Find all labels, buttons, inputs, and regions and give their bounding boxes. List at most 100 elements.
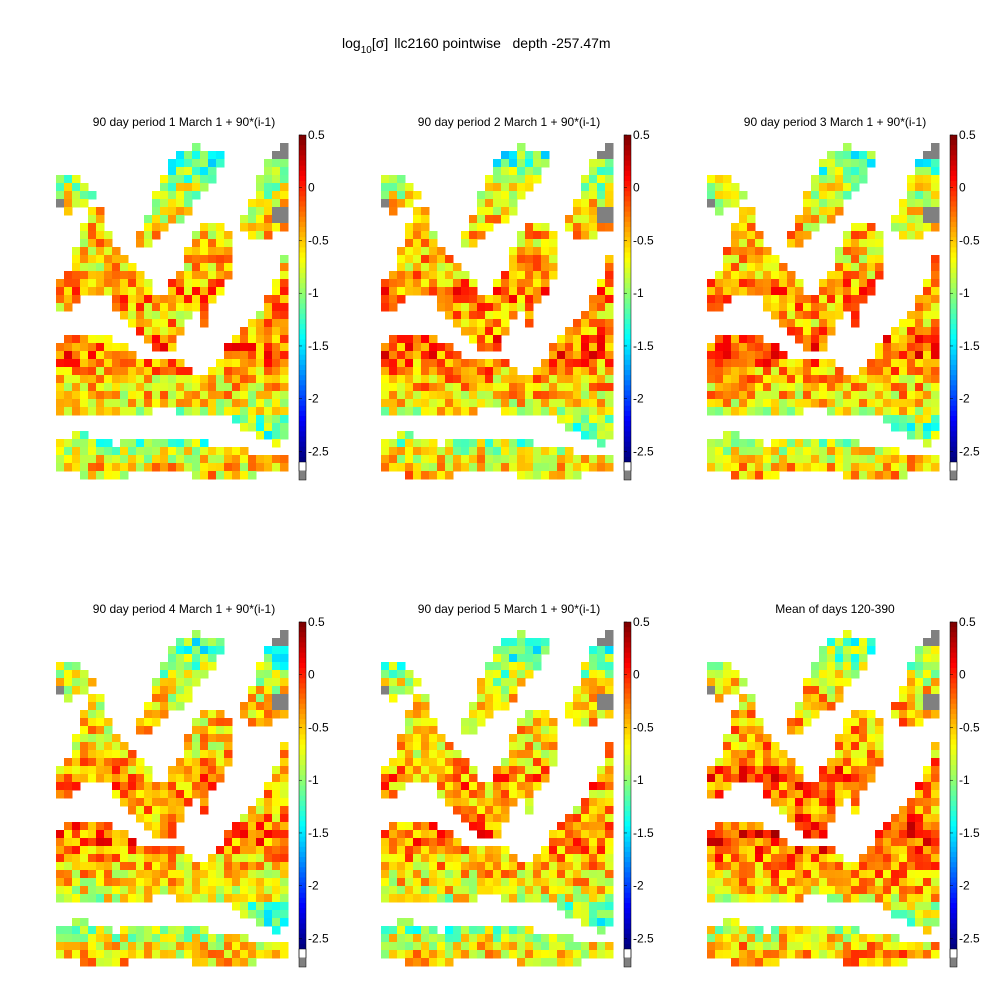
heatmap-cell	[397, 918, 406, 927]
heatmap-cell	[88, 223, 97, 232]
heatmap-cell	[144, 295, 153, 304]
heatmap-cell	[867, 263, 876, 272]
colorbar-tick-label: -0.5	[633, 233, 654, 247]
heatmap-cell	[795, 934, 804, 943]
heatmap-cell	[272, 399, 281, 408]
heatmap-cell	[176, 359, 185, 368]
heatmap-cell	[72, 447, 81, 456]
heatmap-cell	[272, 191, 281, 200]
heatmap-cell	[445, 343, 454, 352]
colorbar-step	[624, 908, 631, 914]
colorbar-step	[950, 385, 957, 392]
heatmap-cell	[88, 846, 97, 855]
heatmap-cell	[723, 287, 732, 296]
heatmap-cell	[851, 934, 860, 943]
heatmap-cell	[891, 447, 900, 456]
heatmap-cell	[421, 958, 430, 967]
heatmap-cell	[232, 950, 241, 959]
heatmap-cell	[120, 958, 129, 967]
heatmap-cell	[589, 207, 598, 216]
heatmap-cell	[144, 223, 153, 232]
heatmap-cell	[64, 199, 73, 208]
heatmap-cell	[272, 335, 281, 344]
heatmap-cell	[272, 455, 281, 464]
heatmap-cell	[413, 255, 422, 264]
heatmap-cell	[80, 343, 89, 352]
heatmap-cell	[923, 351, 932, 360]
heatmap-cell	[64, 686, 73, 695]
heatmap-cell	[280, 431, 289, 440]
heatmap-cell	[88, 351, 97, 360]
heatmap-cell	[525, 439, 534, 448]
heatmap-cell	[264, 942, 273, 951]
heatmap-cell	[867, 391, 876, 400]
colorbar-step	[624, 140, 631, 146]
heatmap-cell	[827, 790, 836, 799]
heatmap-cell	[779, 295, 788, 304]
colorbar-step	[950, 160, 957, 167]
heatmap-cell	[819, 678, 828, 687]
colorbar-step	[299, 201, 306, 208]
heatmap-cell	[731, 670, 740, 679]
heatmap-cell	[605, 159, 614, 168]
heatmap-cell	[421, 439, 430, 448]
colorbar-step	[624, 862, 631, 868]
heatmap-cell	[72, 175, 81, 184]
heatmap-cell	[931, 742, 940, 751]
colorbar-step	[299, 318, 306, 325]
colorbar-step	[624, 431, 631, 438]
heatmap-cell	[795, 926, 804, 935]
colorbar-step	[950, 749, 957, 756]
heatmap-cell	[525, 447, 534, 456]
heatmap-cell	[445, 383, 454, 392]
heatmap-cell	[525, 247, 534, 256]
heatmap-cell	[827, 878, 836, 887]
heatmap-cell	[597, 662, 606, 671]
heatmap-cell	[509, 271, 518, 280]
heatmap-cell	[184, 303, 193, 312]
heatmap-cell	[899, 351, 908, 360]
heatmap-cell	[739, 247, 748, 256]
heatmap-cell	[795, 319, 804, 328]
colorbar-step	[624, 724, 631, 730]
heatmap-cell	[819, 806, 828, 815]
heatmap-cell	[80, 231, 89, 240]
heatmap-cell	[923, 774, 932, 783]
heatmap-cell	[541, 399, 550, 408]
heatmap-cell	[707, 439, 716, 448]
heatmap-cell	[597, 918, 606, 927]
heatmap-cell	[605, 279, 614, 288]
heatmap-cell	[88, 774, 97, 783]
heatmap-cell	[915, 343, 924, 352]
heatmap-cell	[397, 862, 406, 871]
heatmap-cell	[899, 423, 908, 432]
colorbar-step	[299, 242, 306, 249]
heatmap-cell	[779, 782, 788, 791]
heatmap-cell	[397, 407, 406, 416]
heatmap-cell	[469, 279, 478, 288]
heatmap-cell	[429, 463, 438, 472]
heatmap-cell	[200, 710, 209, 719]
heatmap-cell	[421, 247, 430, 256]
heatmap-cell	[272, 287, 281, 296]
heatmap-cell	[795, 854, 804, 863]
heatmap-cell	[192, 662, 201, 671]
heatmap-cell	[867, 726, 876, 735]
heatmap-cell	[397, 343, 406, 352]
heatmap-cell	[72, 199, 81, 208]
heatmap-cell	[184, 678, 193, 687]
heatmap-cell	[707, 678, 716, 687]
heatmap-cell	[715, 367, 724, 376]
heatmap-cell	[915, 319, 924, 328]
heatmap-cell	[771, 447, 780, 456]
heatmap-cell	[208, 766, 217, 775]
heatmap-cell	[875, 734, 884, 743]
heatmap-cell	[96, 239, 105, 248]
heatmap-cell	[272, 886, 281, 895]
heatmap-cell	[803, 862, 812, 871]
heatmap-cell	[469, 455, 478, 464]
heatmap-cell	[405, 223, 414, 232]
heatmap-cell	[931, 271, 940, 280]
heatmap-cell	[859, 279, 868, 288]
heatmap-cell	[907, 662, 916, 671]
